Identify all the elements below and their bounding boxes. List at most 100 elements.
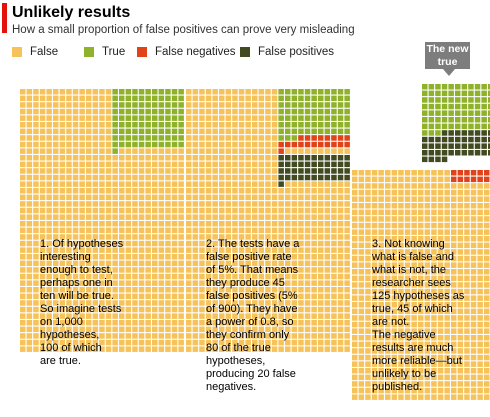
- false-square: [39, 339, 46, 346]
- false-square: [365, 189, 371, 196]
- false-square: [26, 247, 33, 253]
- false-square: [298, 326, 304, 333]
- false-square: [39, 254, 46, 260]
- false-square: [219, 227, 225, 234]
- false-square: [59, 135, 66, 141]
- false-square: [46, 201, 52, 207]
- false-square: [404, 269, 411, 275]
- false-square: [119, 267, 125, 273]
- false-square: [232, 293, 238, 300]
- false-square: [464, 189, 470, 196]
- false-square: [105, 260, 112, 267]
- false-square: [418, 170, 424, 176]
- false-square: [258, 102, 265, 108]
- false-square: [352, 381, 358, 387]
- false-square: [271, 128, 278, 135]
- false-square: [464, 222, 470, 229]
- false-negative-square: [484, 170, 490, 176]
- false-square: [418, 374, 424, 381]
- false-square: [444, 335, 450, 341]
- false-square: [431, 302, 437, 308]
- false-square: [46, 306, 52, 313]
- false-square: [470, 341, 477, 348]
- false-square: [238, 267, 245, 273]
- false-square: [451, 387, 457, 394]
- false-square: [219, 207, 225, 214]
- false-square: [484, 229, 490, 235]
- false-square: [371, 255, 378, 262]
- false-square: [398, 229, 404, 235]
- false-square: [258, 161, 265, 168]
- false-square: [304, 267, 311, 273]
- false-square: [225, 240, 232, 247]
- false-square: [152, 161, 158, 168]
- false-square: [158, 287, 165, 293]
- false-square: [385, 216, 391, 222]
- false-square: [186, 102, 192, 108]
- false-square: [232, 300, 238, 306]
- false-positive-square: [331, 161, 337, 168]
- false-positive-square: [285, 168, 291, 174]
- false-square: [46, 293, 52, 300]
- false-square: [265, 333, 271, 339]
- false-square: [437, 189, 444, 196]
- false-square: [391, 387, 398, 394]
- false-square: [477, 374, 483, 381]
- false-square: [470, 262, 477, 268]
- true-square: [468, 110, 474, 116]
- false-square: [152, 273, 158, 280]
- false-square: [437, 308, 444, 315]
- false-square: [457, 328, 464, 334]
- false-square: [125, 306, 132, 313]
- false-square: [79, 141, 85, 148]
- false-square: [352, 242, 358, 249]
- false-square: [318, 227, 324, 234]
- false-square: [79, 201, 85, 207]
- false-square: [285, 214, 291, 220]
- false-square: [79, 313, 85, 319]
- false-square: [411, 328, 417, 334]
- true-square: [112, 108, 118, 115]
- false-square: [451, 335, 457, 341]
- false-square: [298, 201, 304, 207]
- false-square: [178, 174, 184, 181]
- false-square: [212, 313, 218, 319]
- false-square: [33, 194, 39, 201]
- false-square: [451, 275, 457, 282]
- false-square: [271, 287, 278, 293]
- false-square: [39, 326, 46, 333]
- false-square: [324, 287, 331, 293]
- false-square: [225, 135, 232, 141]
- false-square: [365, 269, 371, 275]
- false-square: [278, 346, 284, 352]
- false-square: [225, 194, 232, 201]
- true-square: [337, 89, 344, 95]
- false-square: [138, 148, 145, 154]
- false-square: [451, 209, 457, 216]
- false-square: [424, 394, 431, 400]
- false-positive-square: [474, 136, 481, 143]
- false-square: [86, 273, 92, 280]
- false-square: [178, 287, 184, 293]
- false-square: [138, 168, 145, 174]
- false-square: [92, 122, 99, 128]
- false-square: [59, 174, 66, 181]
- false-square: [99, 181, 105, 187]
- true-square: [324, 122, 331, 128]
- false-negative-square: [344, 135, 350, 141]
- false-square: [105, 174, 112, 181]
- false-square: [378, 176, 384, 183]
- false-square: [470, 387, 477, 394]
- false-square: [457, 262, 464, 268]
- false-square: [132, 333, 138, 339]
- false-square: [219, 339, 225, 346]
- false-positive-square: [285, 161, 291, 168]
- false-positive-square: [278, 155, 284, 161]
- false-square: [278, 188, 284, 194]
- false-square: [219, 174, 225, 181]
- false-square: [451, 341, 457, 348]
- false-square: [46, 234, 52, 240]
- false-square: [477, 249, 483, 255]
- false-square: [265, 194, 271, 201]
- false-square: [99, 148, 105, 154]
